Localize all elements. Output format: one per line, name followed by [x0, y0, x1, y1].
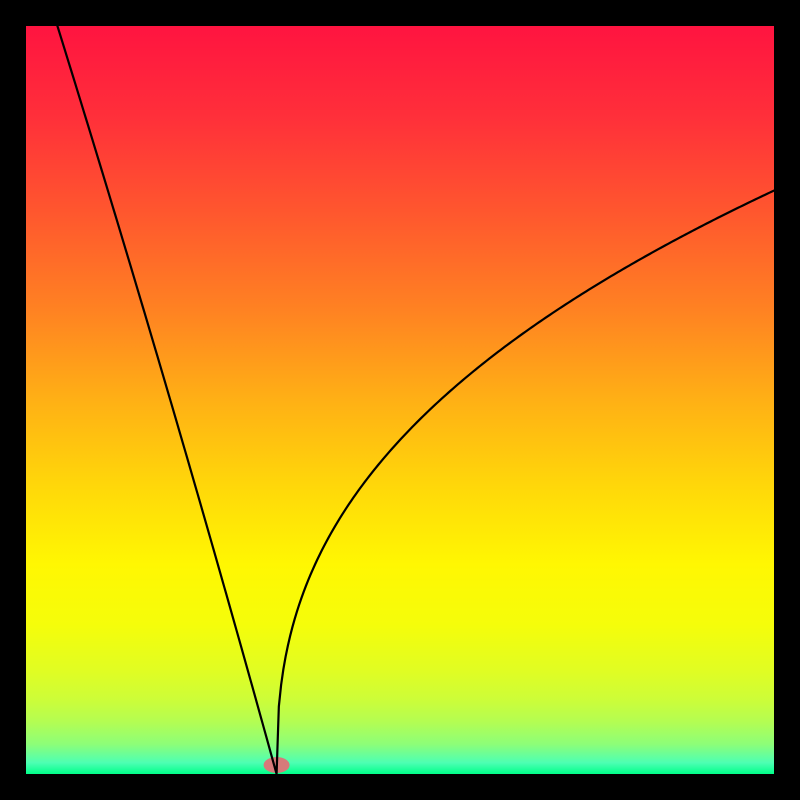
plot-area [26, 26, 774, 774]
chart-frame: TheBottleneck.com [0, 0, 800, 800]
gradient-background [26, 26, 774, 774]
watermark-text: TheBottleneck.com [587, 2, 792, 30]
